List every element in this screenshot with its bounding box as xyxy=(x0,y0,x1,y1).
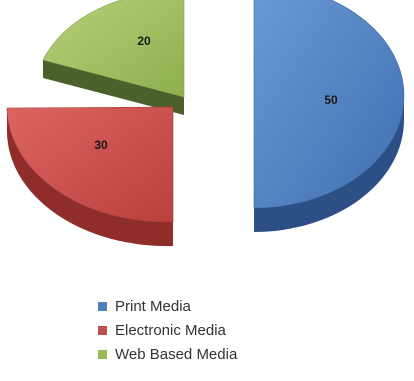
slice-print-media-side xyxy=(254,96,404,232)
legend-item-print-media: Print Media xyxy=(98,294,237,318)
slice-web-based-media xyxy=(42,0,185,98)
data-label-electronic-media: 30 xyxy=(94,138,108,152)
data-label-print-media: 50 xyxy=(324,93,338,107)
slice-electronic-media xyxy=(6,106,174,223)
legend-label-electronic-media: Electronic Media xyxy=(115,321,226,339)
legend-item-electronic-media: Electronic Media xyxy=(98,318,237,342)
slice-electronic-media-side xyxy=(7,108,173,247)
legend-swatch-print-media xyxy=(98,301,107,311)
legend-item-web-based-media: Web Based Media xyxy=(98,342,237,366)
legend-label-web-based-media: Web Based Media xyxy=(115,345,238,363)
slice-web-based-media-side xyxy=(43,60,184,115)
legend-swatch-electronic-media xyxy=(98,325,107,335)
legend-swatch-web-based-media xyxy=(98,349,107,359)
chart-legend: Print Media Electronic Media Web Based M… xyxy=(98,294,237,366)
data-label-web-based-media: 20 xyxy=(137,34,151,48)
slice-print-media xyxy=(253,0,405,209)
legend-label-print-media: Print Media xyxy=(115,297,191,315)
